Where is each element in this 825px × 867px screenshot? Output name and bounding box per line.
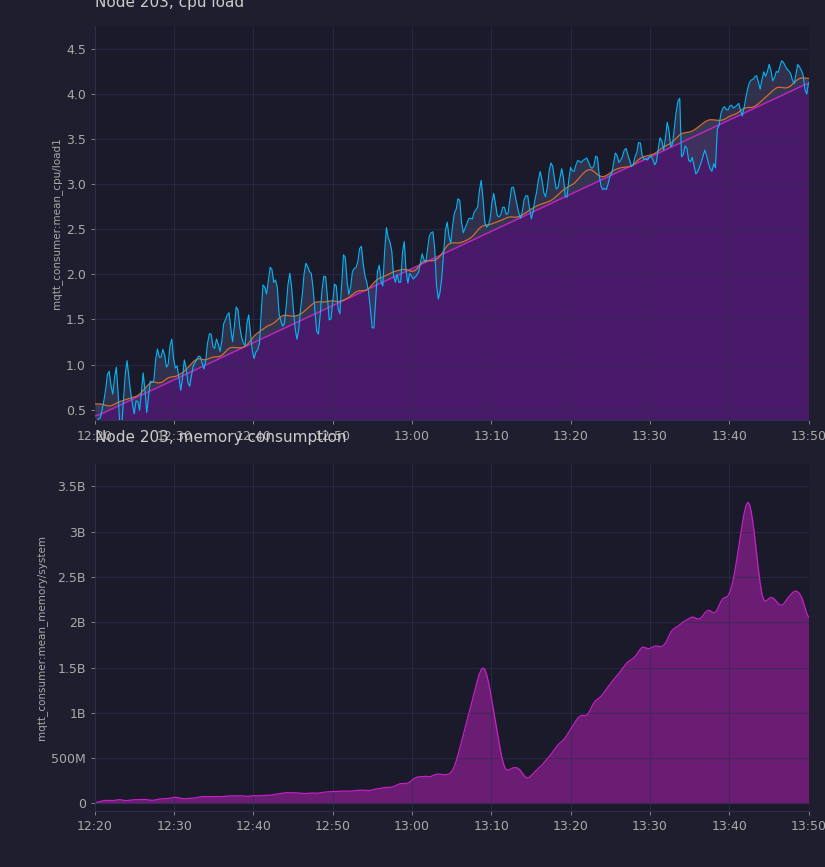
Y-axis label: mqtt_consumer:mean_cpu/load1: mqtt_consumer:mean_cpu/load1: [51, 137, 62, 310]
Text: Node 203, memory consumption: Node 203, memory consumption: [95, 430, 346, 445]
Text: Node 203, cpu load: Node 203, cpu load: [95, 0, 244, 10]
Y-axis label: mqtt_consumer:mean_memory/system: mqtt_consumer:mean_memory/system: [36, 535, 47, 740]
